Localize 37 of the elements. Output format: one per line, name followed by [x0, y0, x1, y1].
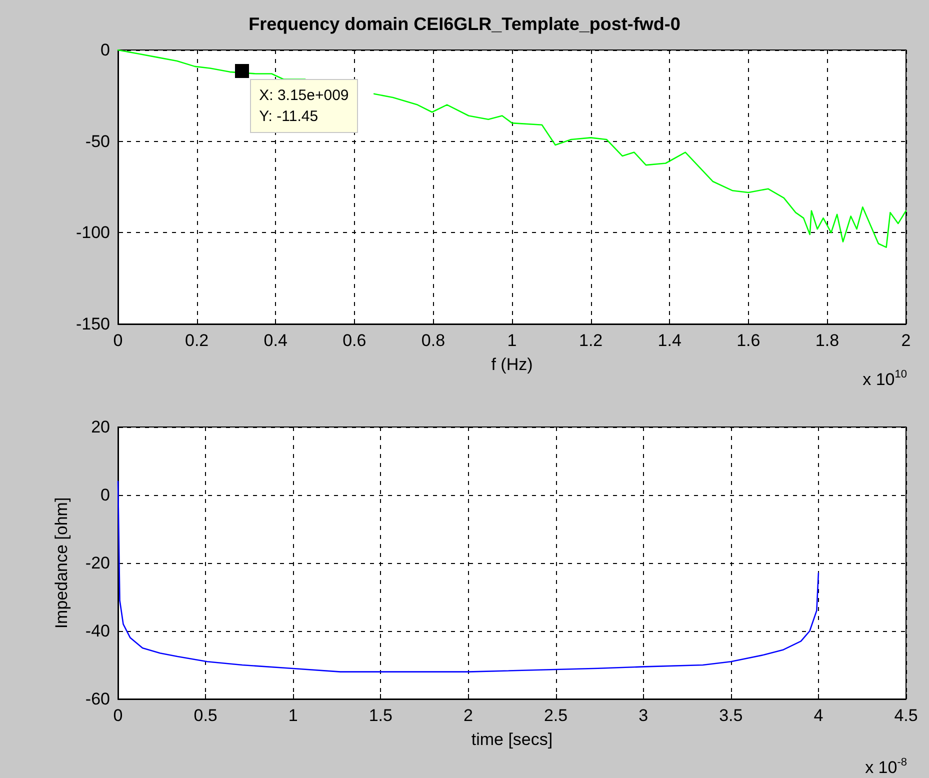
x-tick-label: 4 [814, 706, 824, 725]
y-tick-label: 0 [100, 486, 110, 504]
x-tick-label: 0 [113, 331, 123, 350]
x-tick-label: 2.5 [544, 706, 568, 725]
y-tick-label: -50 [85, 132, 110, 151]
x-tick-label: 4.5 [894, 706, 918, 725]
x-tick-label: 1.4 [658, 331, 682, 350]
y-tick-label: -60 [85, 690, 110, 708]
x-tick-label: 0.5 [194, 706, 218, 725]
x-tick-label: 1 [507, 331, 517, 350]
x-tick-label: 1 [288, 706, 298, 725]
y-tick-label: -20 [85, 554, 110, 572]
x-tick-label: 3.5 [719, 706, 743, 725]
x-tick-label: 0.6 [342, 331, 366, 350]
y-tick-label: -40 [85, 622, 110, 640]
x-tick-label: 2 [901, 331, 911, 350]
y-tick-label: -150 [76, 314, 110, 334]
x-axis-title: f (Hz) [491, 355, 533, 374]
y-tick-label: 20 [91, 418, 110, 436]
y-tick-label: 0 [100, 40, 110, 60]
line-series [117, 480, 820, 672]
x-tick-label: 1.5 [368, 706, 392, 725]
x-tick-label: 0 [113, 706, 123, 725]
x-tick-label: 0.2 [184, 331, 209, 350]
y-tick-label: -100 [76, 223, 110, 242]
x-tick-label: 3 [638, 706, 648, 725]
x-tick-label: 0.4 [264, 331, 288, 350]
y-axis-title: Impedance [ohm] [52, 497, 71, 629]
tooltip: X: 3.15e+009 Y: -11.45 [235, 64, 358, 133]
x-tick-label: 0.8 [421, 331, 446, 350]
chart-title: Frequency domain CEI6GLR_Template_post-fwd-0 [248, 14, 680, 34]
annotation: X: 3.15e+009 Y: -11.45 [250, 78, 358, 133]
x-axis-title: time [secs] [471, 730, 553, 749]
x-tick-label: 1.2 [578, 331, 603, 350]
x-tick-label: 1.6 [736, 331, 760, 350]
x-tick-label: 1.8 [815, 331, 840, 350]
x-tick-label: 2 [463, 706, 473, 725]
